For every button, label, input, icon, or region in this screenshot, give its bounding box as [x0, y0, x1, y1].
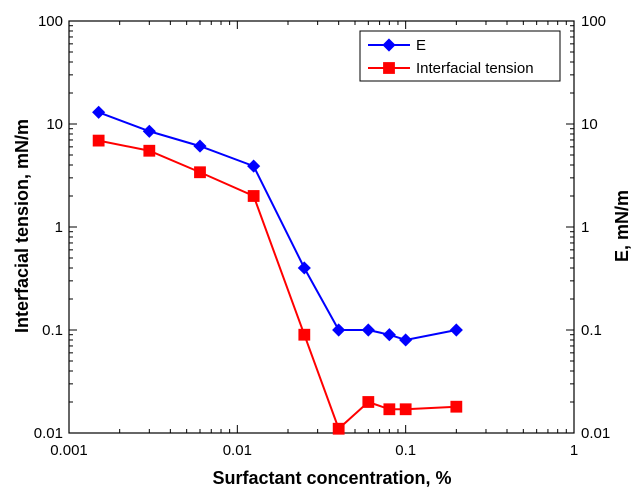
series-line-e: [98, 111, 457, 342]
legend-marker-e: [382, 38, 396, 52]
x-tick-label: 0.01: [223, 442, 252, 459]
y-tick-label-right: 0.1: [581, 322, 602, 339]
x-tick-label: 1: [570, 442, 578, 459]
legend: E Interfacial tension: [359, 30, 561, 82]
data-point-interfacial-tension: [383, 403, 396, 416]
data-point-e: [297, 261, 311, 275]
legend-label-interfacial-tension: Interfacial tension: [416, 60, 534, 77]
data-point-e: [449, 323, 463, 337]
data-point-interfacial-tension: [362, 396, 375, 408]
data-point-e: [142, 124, 156, 138]
x-axis: 0.001 0.01 0.1 1: [50, 21, 578, 459]
data-point-interfacial-tension: [450, 400, 463, 413]
series-line-interfacial-tension: [98, 139, 457, 431]
data-point-e: [247, 159, 261, 173]
series-e: [92, 105, 463, 347]
data-point-e: [382, 328, 396, 342]
x-tick-label: 0.1: [395, 442, 416, 459]
y-tick-label-right: 0.01: [581, 425, 610, 442]
data-point-e: [361, 323, 375, 337]
legend-item-interfacial-tension: Interfacial tension: [368, 60, 534, 77]
y-tick-label-right: 10: [581, 116, 598, 133]
legend-marker-interfacial-tension: [383, 62, 395, 74]
left-axis: 0.01 0.1 1 10 100: [34, 13, 77, 442]
x-axis-title: Surfactant concentration, %: [212, 468, 451, 488]
y-tick-label-left: 1: [55, 219, 63, 236]
data-point-e: [92, 105, 106, 119]
data-point-e: [193, 139, 207, 153]
y-tick-label-left: 100: [38, 13, 63, 30]
right-axis: 0.01 0.1 1 10 100: [566, 13, 610, 442]
data-point-interfacial-tension: [143, 144, 156, 157]
data-point-interfacial-tension: [332, 422, 345, 435]
series-layer: [92, 105, 463, 435]
y-axis-right-title: E, mN/m: [612, 190, 632, 262]
data-point-interfacial-tension: [399, 403, 412, 416]
y-tick-label-left: 0.01: [34, 425, 63, 442]
legend-label-e: E: [416, 37, 426, 54]
data-point-interfacial-tension: [298, 328, 311, 341]
y-tick-label-left: 0.1: [42, 322, 63, 339]
data-point-interfacial-tension: [92, 134, 105, 147]
series-interfacial-tension: [92, 134, 463, 435]
legend-item-e: E: [368, 37, 426, 54]
plot-area: [68, 20, 575, 434]
y-axis-left-title: Interfacial tension, mN/m: [12, 119, 32, 333]
x-tick-label: 0.001: [50, 442, 88, 459]
y-tick-label-right: 1: [581, 219, 589, 236]
plot-frame: [68, 20, 575, 434]
data-point-e: [332, 323, 346, 337]
data-point-interfacial-tension: [194, 166, 206, 179]
data-point-interfacial-tension: [247, 190, 260, 202]
data-point-e: [399, 333, 413, 347]
y-tick-label-left: 10: [46, 116, 63, 133]
y-tick-label-right: 100: [581, 13, 606, 30]
